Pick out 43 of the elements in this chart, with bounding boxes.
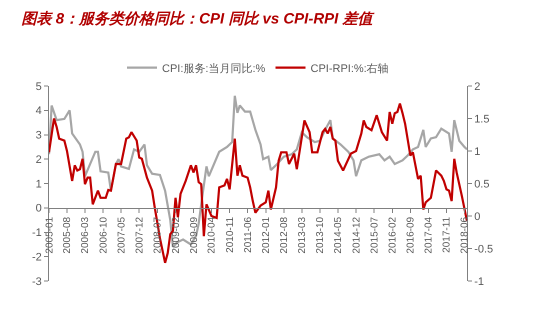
x-tick-label: 2010-11 [224, 216, 236, 253]
y2-tick-label: 0.5 [474, 178, 490, 190]
x-tick-label: 2005-01 [44, 216, 56, 254]
y-tick-label: -3 [32, 276, 42, 288]
x-tick-label: 2011-06 [242, 216, 254, 253]
x-tick-label: 2008-07 [152, 216, 164, 254]
x-tick-label: 2016-02 [388, 216, 399, 254]
y-tick-label: -1 [32, 227, 42, 240]
x-tick-label: 2017-11 [442, 216, 453, 253]
x-tick-label: 2009-09 [188, 216, 200, 254]
y-tick-label: -2 [32, 251, 42, 264]
x-tick-label: 2006-03 [80, 216, 92, 254]
legend-label: CPI:服务:当月同比:% [162, 62, 266, 75]
y2-tick-label: 2 [474, 80, 480, 93]
x-tick-label: 2013-03 [297, 216, 308, 254]
y-tick-label: 1 [36, 178, 42, 190]
y2-tick-label: 1.5 [474, 113, 490, 126]
x-tick-label: 2007-05 [116, 216, 128, 254]
x-tick-label: 2010-04 [206, 216, 218, 254]
y-tick-label: 3 [36, 130, 42, 142]
y2-tick-label: 1 [474, 146, 480, 158]
x-tick-label: 2007-12 [134, 216, 146, 254]
x-tick-label: 2005-08 [62, 216, 74, 254]
x-tick-label: 2009-02 [170, 216, 182, 254]
legend-label: CPI-RPI:%:右轴 [310, 62, 389, 75]
x-tick-label: 2018-06 [460, 216, 471, 254]
x-tick-label: 2014-05 [333, 216, 344, 254]
y-tick-label: 4 [36, 105, 42, 118]
y2-tick-label: -1 [474, 276, 484, 288]
x-tick-label: 2012-08 [279, 216, 290, 254]
x-tick-label: 2015-07 [369, 216, 380, 254]
x-tick-label: 2006-10 [98, 216, 110, 254]
x-tick-label: 2012-01 [261, 216, 272, 254]
x-tick-label: 2017-04 [424, 216, 435, 254]
chart-title: 图表 8：服务类价格同比：CPI 同比 vs CPI-RPI 差值 [22, 10, 375, 28]
y-tick-label: 0 [36, 202, 42, 215]
x-tick-label: 2013-10 [315, 216, 326, 254]
y2-tick-label: 0 [474, 210, 480, 223]
y-tick-label: 2 [36, 154, 42, 166]
x-tick-label: 2014-12 [351, 216, 362, 254]
x-tick-label: 2016-09 [406, 216, 417, 254]
y2-tick-label: -0.5 [474, 243, 494, 256]
y-tick-label: 5 [36, 80, 42, 93]
